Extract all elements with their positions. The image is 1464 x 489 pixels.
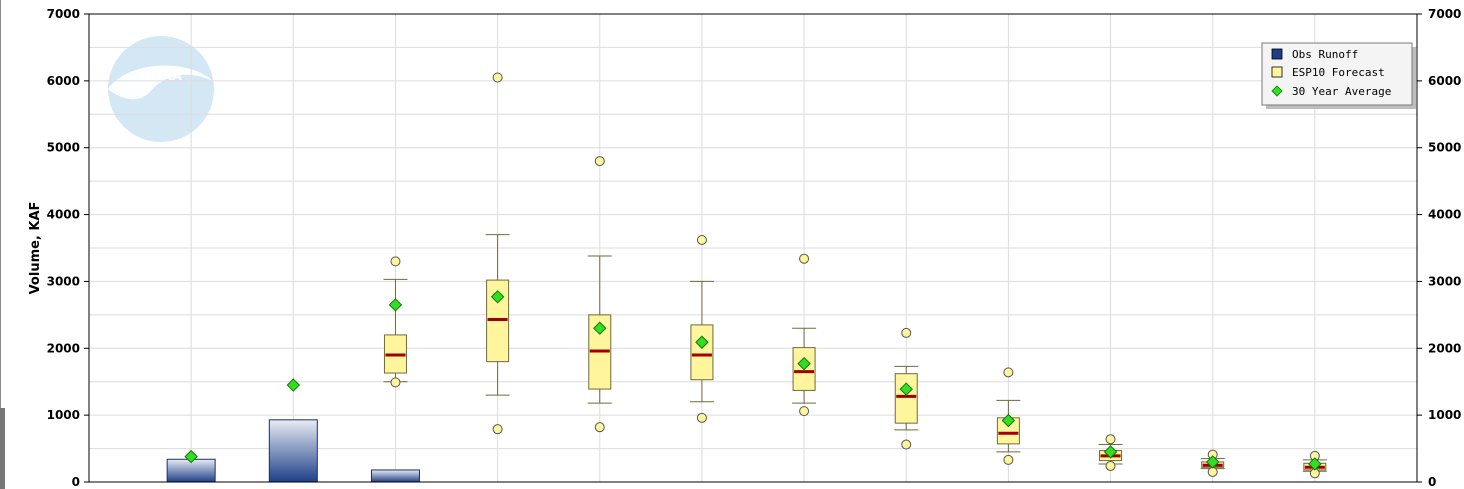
average-marker <box>1205 455 1220 469</box>
y-tick-label-right: 4000 <box>1428 208 1461 222</box>
legend-swatch-forecast <box>1271 66 1283 78</box>
average-marker <box>1308 457 1322 471</box>
outlier-point <box>390 377 401 388</box>
outlier-point <box>1105 434 1116 445</box>
obs-runoff-bar <box>268 419 318 483</box>
legend-swatch-average <box>1271 85 1283 97</box>
forecast-boxes <box>383 234 1327 472</box>
legend-box <box>1261 42 1413 106</box>
average-marker <box>286 378 301 392</box>
y-tick-label-left: 7000 <box>47 7 80 21</box>
forecast-box <box>690 324 714 381</box>
legend: Obs Runoff ESP10 Forecast 30 Year Averag… <box>1261 42 1416 109</box>
legend-label-obs: Obs Runoff <box>1292 48 1358 61</box>
outlier-points <box>390 72 1320 479</box>
y-tick-label-right: 6000 <box>1428 74 1461 88</box>
noaa-logo-gull <box>108 65 214 100</box>
y-tick-label-right: 1000 <box>1428 408 1461 422</box>
grid <box>89 14 1417 482</box>
average-marker <box>797 356 811 371</box>
outlier-point <box>594 422 605 433</box>
y-tick-label-right: 5000 <box>1428 141 1461 155</box>
legend-label-forecast: ESP10 Forecast <box>1292 66 1385 79</box>
y-tick-label-right: 7000 <box>1428 7 1461 21</box>
y-tick-label-left: 0 <box>72 475 80 489</box>
y-axis-title: Volume, KAF <box>28 202 43 295</box>
legend-swatch-obs <box>1271 48 1283 60</box>
average-marker <box>593 321 607 335</box>
noaa-logo-circle <box>108 36 214 142</box>
outlier-point <box>696 412 707 423</box>
outlier-point <box>799 253 810 264</box>
average-marker <box>1103 445 1118 459</box>
outlier-point <box>1105 460 1116 471</box>
legend-label-average: 30 Year Average <box>1292 85 1391 98</box>
obs-runoff-bar <box>370 469 420 483</box>
noaa-logo: NOAA <box>108 36 214 142</box>
y-tick-label-right: 2000 <box>1428 341 1461 355</box>
outlier-point <box>696 234 707 245</box>
average-marker <box>899 382 913 396</box>
outlier-point <box>901 327 912 338</box>
y-tick-label-left: 4000 <box>47 208 80 222</box>
y-tick-label-left: 3000 <box>47 274 80 288</box>
plot-frame <box>88 13 1418 483</box>
page-edge-tab <box>0 408 5 489</box>
y-tick-label-left: 6000 <box>47 74 80 88</box>
average-marker <box>184 449 198 464</box>
y-axis-right: 0 1000 2000 3000 4000 5000 6000 7000 <box>1417 7 1461 489</box>
outlier-point <box>594 156 605 167</box>
y-tick-label-left: 1000 <box>47 408 80 422</box>
noaa-logo-text: NOAA <box>140 69 182 84</box>
y-tick-label-left: 5000 <box>47 141 80 155</box>
y-tick-label-right: 3000 <box>1428 274 1461 288</box>
average-marker <box>388 298 403 312</box>
average-marker <box>695 335 709 349</box>
forecast-box <box>894 373 918 424</box>
outlier-point <box>492 72 503 83</box>
outlier-point <box>799 406 810 417</box>
y-tick-label-right: 0 <box>1428 475 1436 489</box>
y-tick-label-left: 2000 <box>47 341 80 355</box>
average-marker <box>490 290 505 304</box>
outlier-point <box>1003 454 1014 465</box>
average-marker <box>1001 413 1016 428</box>
outlier-point <box>390 256 401 267</box>
outlier-point <box>1207 466 1218 477</box>
outlier-point <box>901 439 912 450</box>
y-axis-left: 0 1000 2000 3000 4000 5000 6000 7000 <box>47 7 89 489</box>
average-markers <box>184 290 1322 471</box>
outlier-point <box>492 424 503 435</box>
outlier-point <box>1003 367 1014 378</box>
